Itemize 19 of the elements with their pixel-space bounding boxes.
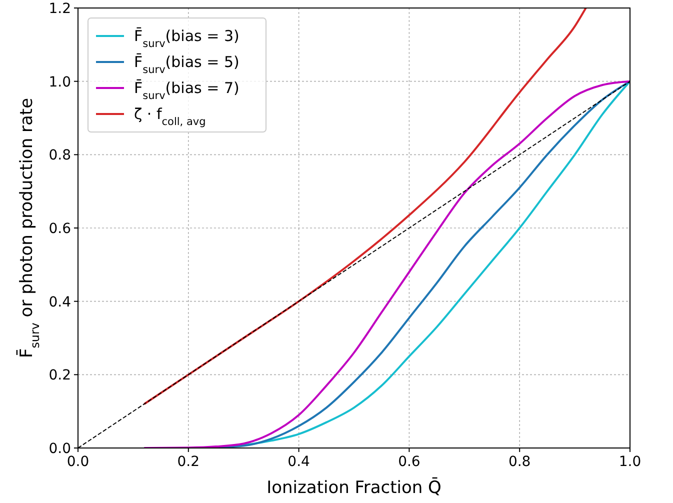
line-series	[143, 8, 587, 405]
y-tick-label: 0.2	[48, 368, 71, 384]
x-tick-label: 0.8	[508, 454, 531, 470]
x-tick-label: 1.0	[618, 454, 642, 470]
x-tick-label: 0.4	[288, 454, 310, 470]
y-tick-label: 0.0	[48, 441, 71, 457]
x-tick-label: 0.0	[66, 454, 90, 470]
legend-label: ζ · f$_{coll, avg}$	[134, 105, 206, 128]
y-tick-label: 0.6	[48, 221, 72, 237]
x-axis-title: Ionization Fraction Q̄	[266, 476, 442, 498]
legend-label: F̄$_{surv}$(bias = 7)	[134, 78, 240, 102]
x-tick-label: 0.6	[398, 454, 420, 470]
y-tick-label: 1.0	[48, 74, 71, 90]
legend-label: F̄$_{surv}$(bias = 3)	[134, 26, 240, 50]
x-tick-label: 0.2	[177, 454, 200, 470]
y-tick-label: 0.8	[48, 148, 71, 164]
y-tick-label: 1.2	[48, 1, 71, 17]
y-tick-label: 0.4	[48, 294, 72, 310]
legend-label: F̄$_{surv}$(bias = 5)	[134, 52, 240, 76]
